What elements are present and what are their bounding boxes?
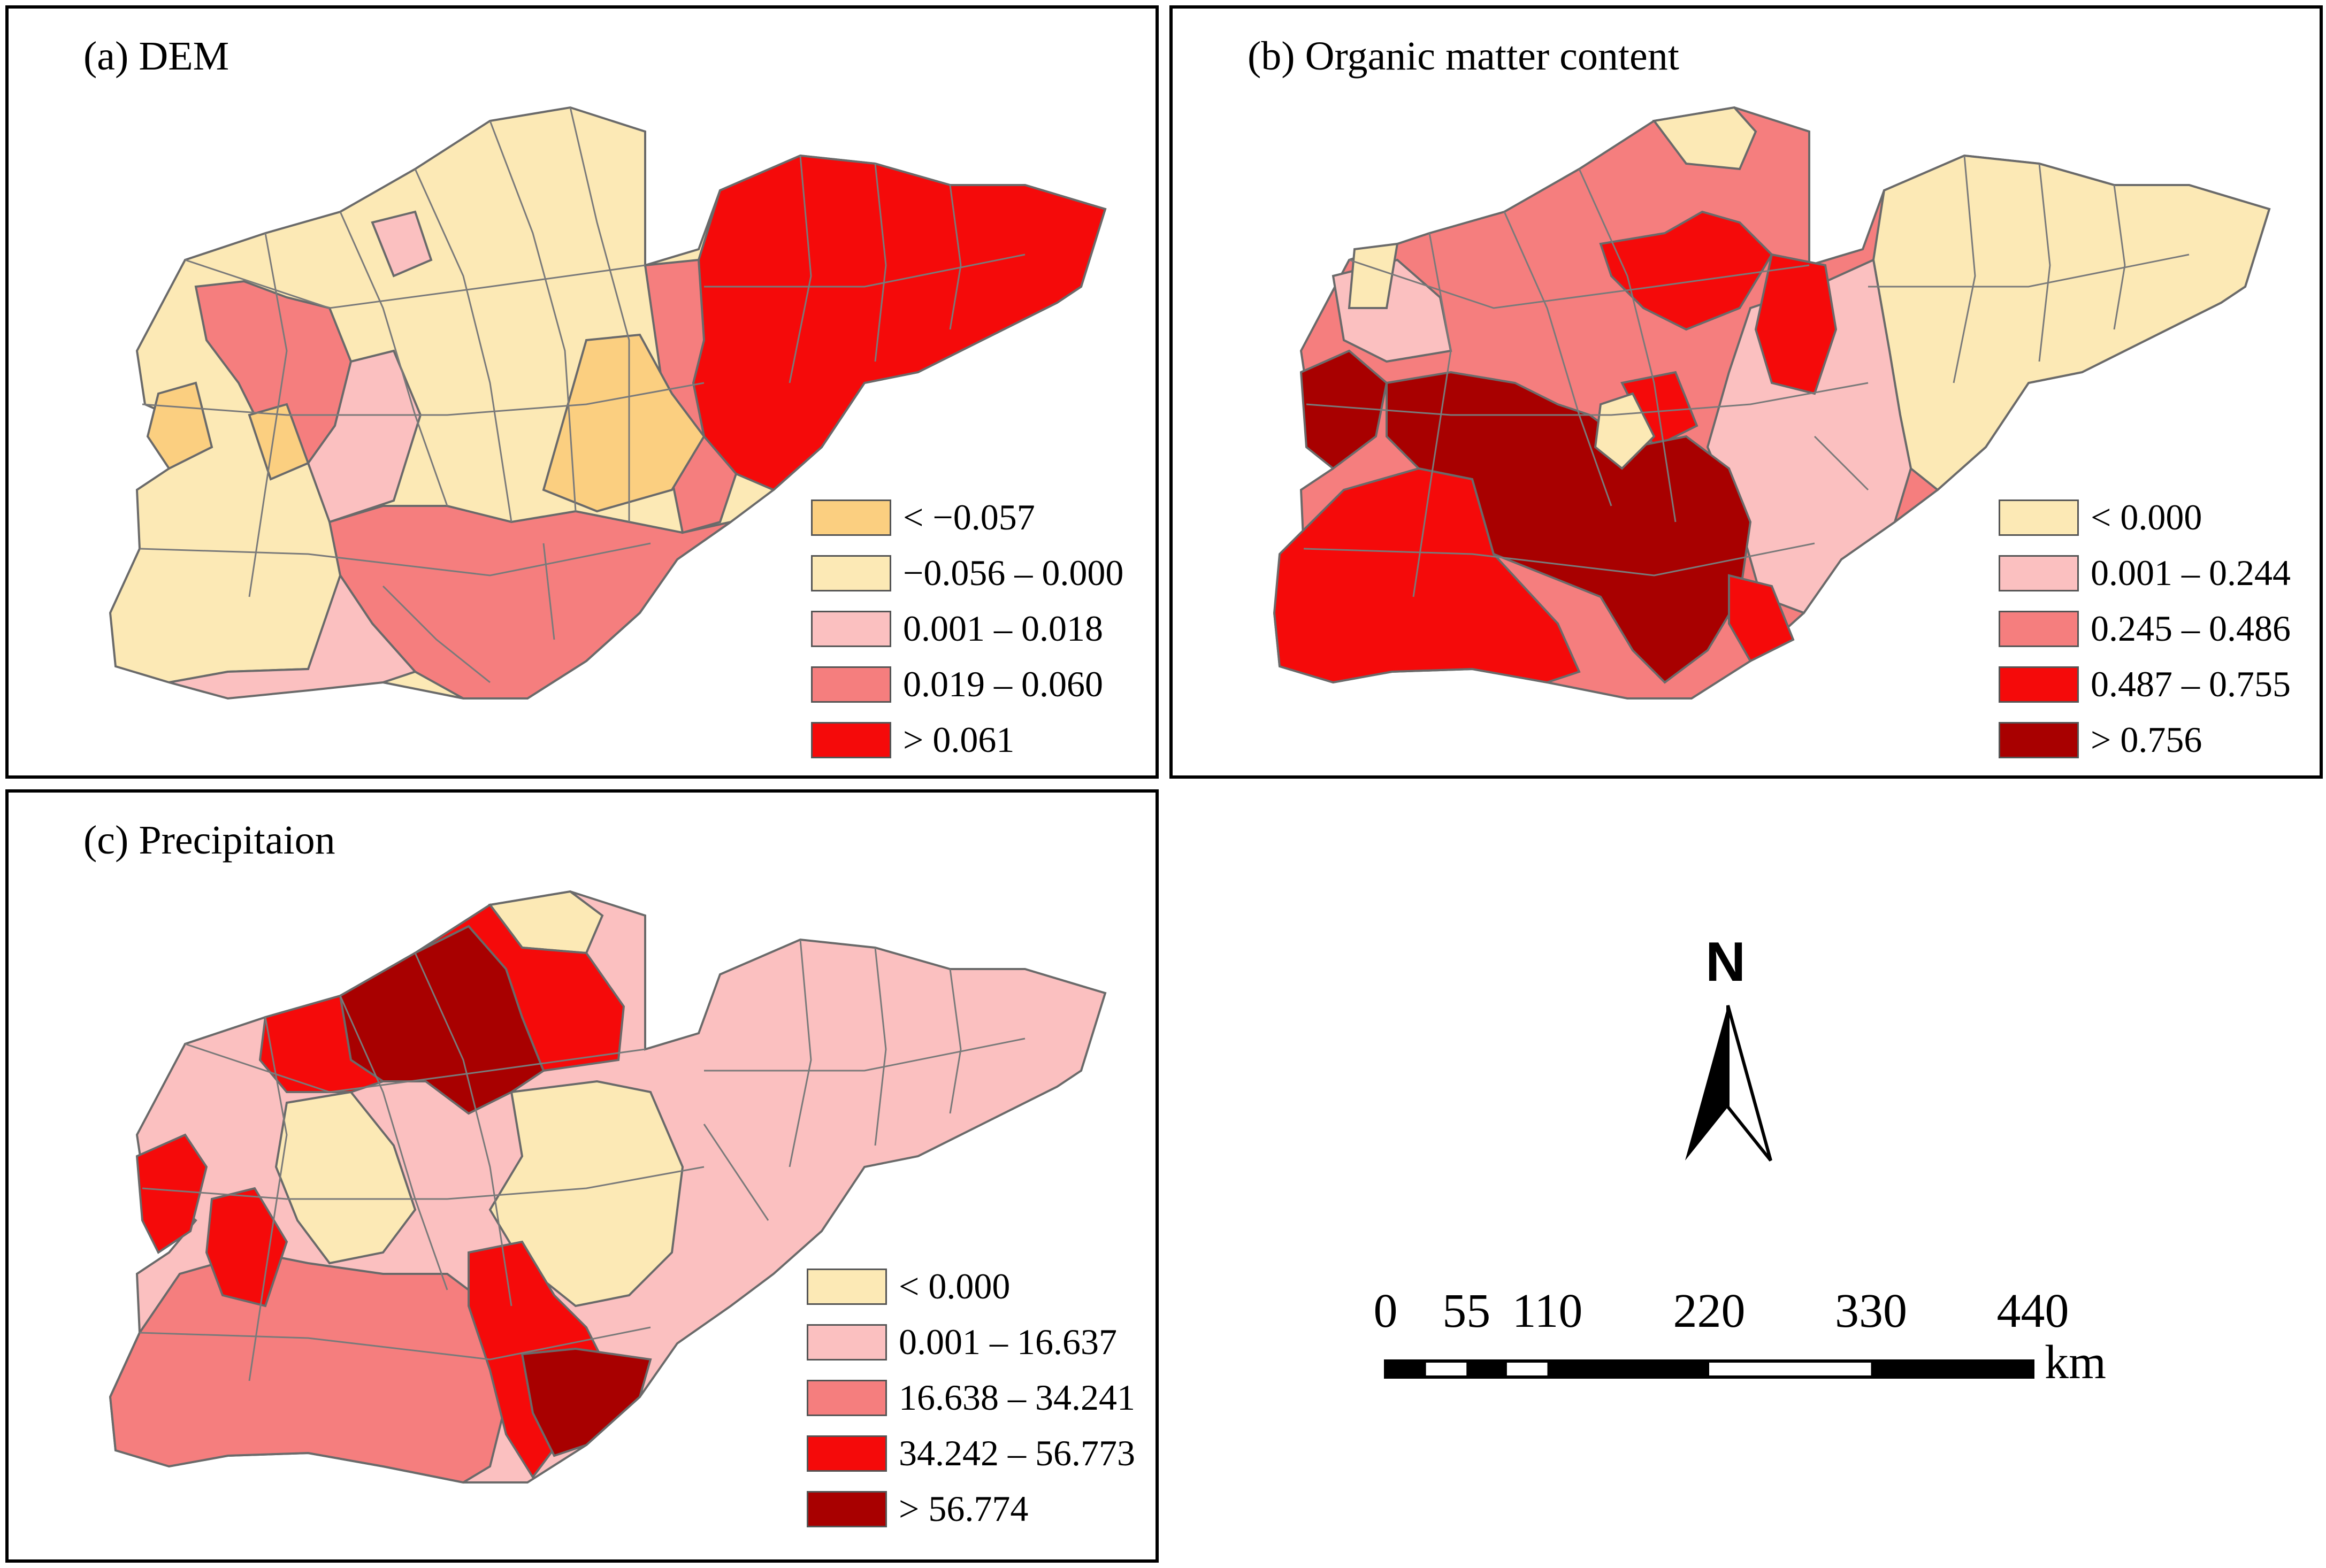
- region-low-3: [371, 210, 433, 278]
- panel-title-a: (a) DEM: [83, 34, 229, 79]
- legend-label: 0.001 – 16.637: [899, 1321, 1117, 1362]
- region-lowest-2: [542, 333, 706, 513]
- scale-unit: km: [2045, 1336, 2107, 1389]
- legend-label: 34.242 – 56.773: [899, 1433, 1135, 1473]
- legend-swatch: [811, 611, 891, 647]
- scale-bar-segment: [1547, 1361, 1709, 1377]
- legend-swatch: [1999, 611, 2079, 647]
- legend-swatch: [807, 1324, 887, 1361]
- scale-tick-2: 110: [1512, 1285, 1583, 1338]
- region-center-negative: [274, 1090, 417, 1265]
- scale-bar-graphic: [1384, 1359, 2034, 1379]
- legend-label: 0.001 – 0.244: [2091, 552, 2291, 593]
- region-central-highest: [1386, 371, 1752, 684]
- region-lowest-1: [146, 381, 213, 470]
- county-boundaries: [1303, 155, 2190, 597]
- legend-label: < 0.000: [2091, 497, 2202, 537]
- region-se-highest: [521, 1347, 652, 1457]
- legend-label: > 0.061: [903, 719, 1015, 760]
- region-west-high-2: [205, 1187, 288, 1308]
- legend-swatch: [1999, 722, 2079, 758]
- scale-tick-3: 220: [1673, 1285, 1746, 1338]
- legend-swatch: [807, 1491, 887, 1527]
- county-boundaries: [139, 939, 1026, 1381]
- region-mideast-negative: [488, 1080, 684, 1308]
- map-dem: [109, 106, 1107, 700]
- scale-tick-4: 330: [1835, 1285, 1907, 1338]
- region-sw-mid: [109, 1251, 513, 1484]
- region-lowest-3: [248, 403, 310, 481]
- region-low-1: [307, 349, 422, 524]
- legend-swatch: [807, 1435, 887, 1472]
- panel-title-b: (b) Organic matter content: [1248, 34, 1679, 79]
- north-arrow-icon: [1685, 1005, 1772, 1162]
- legend-label: 0.487 – 0.755: [2091, 664, 2291, 704]
- map-panel-organic-matter: (b) Organic matter content < 0.000 0.001…: [1169, 5, 2323, 779]
- region-west-high: [135, 1133, 208, 1254]
- scale-bar-segment: [1386, 1361, 1426, 1377]
- region-se-high: [1728, 574, 1795, 663]
- county-boundaries: [139, 107, 1026, 683]
- legend-swatch: [807, 1380, 887, 1416]
- scale-bar-segment: [1871, 1361, 2033, 1377]
- region-north-highest: [339, 925, 545, 1115]
- legend-label: < −0.057: [903, 497, 1035, 537]
- north-label: N: [1705, 931, 1746, 993]
- scale-tick-1: 55: [1442, 1285, 1491, 1338]
- legend-label: > 56.774: [899, 1488, 1029, 1529]
- legend-label: 16.638 – 34.241: [899, 1377, 1135, 1418]
- north-arrow: N: [1669, 931, 1787, 1166]
- legend-swatch: [811, 499, 891, 536]
- legend-swatch: [1999, 666, 2079, 703]
- region-north-negative: [1652, 106, 1757, 171]
- legend-label: 0.001 – 0.018: [903, 608, 1103, 649]
- legend-label: > 0.756: [2091, 719, 2202, 760]
- legend-swatch: [1999, 555, 2079, 591]
- legend-label: −0.056 – 0.000: [903, 552, 1124, 593]
- map-precipitation: [109, 890, 1107, 1484]
- scale-tick-0: 0: [1373, 1285, 1398, 1338]
- map-panel-precipitation: (c) Precipitaion < 0.000 0.001 – 16.637 …: [5, 789, 1159, 1563]
- map-organic-matter: [1273, 106, 2271, 700]
- legend-swatch: [811, 722, 891, 758]
- scale-bar-segment: [1466, 1361, 1507, 1377]
- legend-label: < 0.000: [899, 1266, 1011, 1306]
- legend-swatch: [811, 666, 891, 703]
- region-north-high: [1599, 210, 1773, 331]
- legend-swatch: [1999, 499, 2079, 536]
- scale-tick-5: 440: [1996, 1285, 2069, 1338]
- region-low-2: [169, 573, 417, 700]
- legend-label: 0.245 – 0.486: [2091, 608, 2291, 649]
- region-east-negative: [1872, 154, 2271, 491]
- legend-swatch: [811, 555, 891, 591]
- panel-title-c: (c) Precipitaion: [83, 818, 335, 863]
- map-panel-dem: (a) DEM < −0.057 −0.056 – 0.000 0.001 – …: [5, 5, 1159, 779]
- legend-label: 0.019 – 0.060: [903, 664, 1103, 704]
- region-west-negative: [1348, 242, 1399, 309]
- scale-bar: 0 55 110 220 330 440 km: [1369, 1283, 2118, 1401]
- legend-swatch: [807, 1269, 887, 1305]
- region-ne-high: [1754, 253, 1838, 395]
- region-west-highest: [1299, 349, 1388, 470]
- region-east-high: [692, 154, 1107, 491]
